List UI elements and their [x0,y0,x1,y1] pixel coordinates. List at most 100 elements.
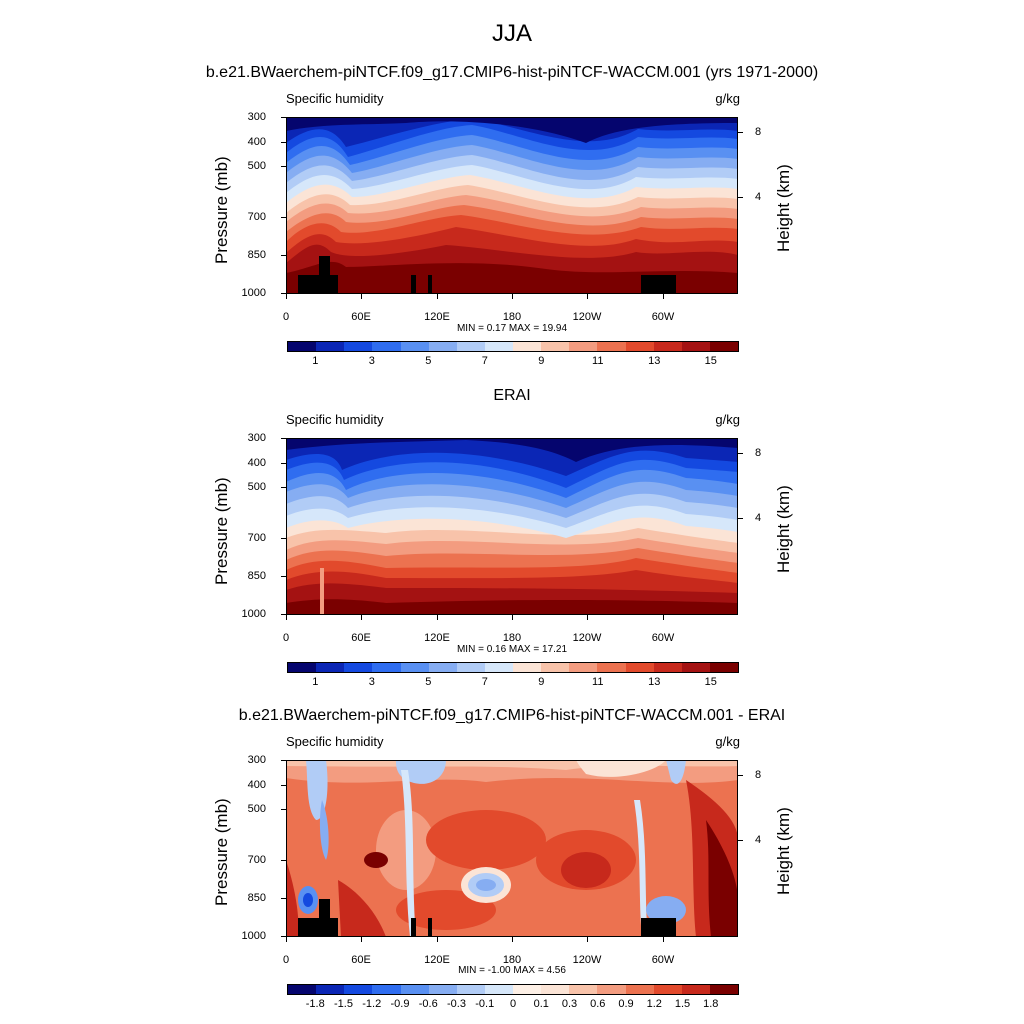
panel-3-region-r [634,800,648,937]
panel-2-y2tick-4: 4 [755,512,762,524]
panel-3-ytick-1000: 1000 [241,930,266,942]
panel-3-region-k [476,879,496,891]
panel-2-ytick-1000: 1000 [241,608,266,620]
colorbar-segment-15 [709,663,738,672]
colorbar-label-6: 13 [648,355,661,367]
panel-2-xtick-120e: 120E [424,632,450,644]
colorbar-segment-3 [372,342,401,351]
panel-3-region-h [396,890,496,930]
colorbar-segment-5 [428,663,457,672]
colorbar-segment-10 [569,342,598,351]
colorbar-segment-7 [484,663,513,672]
panel-1-xtick-60e: 60E [351,311,371,323]
panel-2-xtick-120w: 120W [572,632,602,644]
colorbar-label-14: 1.8 [703,998,719,1010]
colorbar-segment-11 [597,663,626,672]
colorbar-segment-2 [344,985,373,994]
colorbar-label-2: 5 [425,355,432,367]
panel-3-region-u [303,893,313,907]
panel-1-ytick-700: 700 [247,211,266,223]
panel-3-xtick-60e: 60E [351,954,371,966]
colorbar-segment-2 [344,342,373,351]
colorbar-label-1: 3 [368,676,375,688]
panel-2-xtick-60e: 60E [351,632,371,644]
colorbar-segment-13 [653,663,682,672]
panel-3-ytick-400: 400 [247,779,266,791]
colorbar-label-0: 1 [312,676,319,688]
panel-3-contour-plot [286,760,738,937]
panel-1-xtick-180: 180 [502,311,522,323]
colorbar-segment-0 [288,342,317,351]
panel-3-region-s [646,896,686,924]
panel-1-y2label: Height (km) [774,164,793,252]
panel-3-region-w [338,880,386,937]
colorbar-segment-5 [428,985,457,994]
panel-3-xtick-180: 180 [502,954,522,966]
colorbar-label-1: -1.5 [334,998,353,1010]
panel-3-region-o [576,760,666,777]
colorbar-segment-12 [625,985,654,994]
panel-2-y2tick-8: 8 [755,447,762,459]
colorbar-label-0: -1.8 [305,998,325,1010]
colorbar-segment-13 [653,342,682,351]
colorbar-segment-12 [625,342,654,351]
panel-3-ylabel: Pressure (mb) [212,798,231,906]
colorbar-segment-11 [597,985,626,994]
panel-3-colorbar [287,984,739,995]
colorbar-label-12: 1.2 [646,998,662,1010]
panel-1-ytick-850: 850 [247,249,266,261]
panel-3-xtick-60w: 60W [651,954,675,966]
panel-3-ytick-700: 700 [247,854,266,866]
colorbar-segment-7 [484,342,513,351]
panel-3-xtick-120w: 120W [572,954,602,966]
panel-3-region-b [426,810,546,870]
colorbar-label-8: 0.1 [533,998,549,1010]
colorbar-label-2: -1.2 [362,998,382,1010]
colorbar-label-6: -0.1 [475,998,495,1010]
colorbar-label-3: -0.9 [390,998,410,1010]
colorbar-segment-4 [400,985,429,994]
colorbar-segment-4 [400,342,429,351]
colorbar-label-0: 1 [312,355,319,367]
colorbar-segment-1 [316,663,345,672]
panel-3-title: b.e21.BWaerchem-piNTCF.f09_g17.CMIP6-his… [238,707,786,724]
panel-3-region-g [364,852,388,868]
colorbar-segment-5 [428,342,457,351]
panel-3-region-d [561,852,611,888]
colorbar-label-5: 11 [592,676,604,688]
panel-2-minmax: MIN = 0.16 MAX = 17.21 [456,644,568,655]
panel-1-ylabel: Pressure (mb) [212,156,231,264]
panel-3-xtick-0: 0 [282,954,290,966]
colorbar-label-4: 9 [538,676,545,688]
colorbar-label-7: 15 [704,676,717,688]
colorbar-label-11: 0.9 [618,998,634,1010]
panel-1-xtick-120w: 120W [572,311,602,323]
panel-3-topography-mask [298,899,676,937]
panel-1-xtick-0: 0 [282,311,290,323]
colorbar-segment-12 [625,663,654,672]
panel-2-xtick-60w: 60W [651,632,675,644]
colorbar-segment-1 [316,342,345,351]
panel-1-ytick-1000: 1000 [241,287,266,299]
panel-1-y2tick-8: 8 [755,126,762,138]
colorbar-segment-14 [681,342,710,351]
panel-2-ytick-700: 700 [247,532,266,544]
panel-1-title: b.e21.BWaerchem-piNTCF.f09_g17.CMIP6-his… [205,64,819,81]
panel-2-xtick-0: 0 [282,632,290,644]
panel-2-ytick-850: 850 [247,570,266,582]
colorbar-label-1: 3 [368,355,375,367]
panel-1-y2tick-4: 4 [755,191,762,203]
colorbar-segment-7 [484,985,513,994]
panel-2-colorbar [287,662,739,673]
colorbar-label-7: 0 [509,998,517,1010]
colorbar-segment-14 [681,985,710,994]
panel-2-units: g/kg [715,412,740,427]
colorbar-segment-13 [653,985,682,994]
colorbar-segment-10 [569,663,598,672]
panel-3-units: g/kg [715,734,740,749]
panel-1-ytick-300: 300 [247,111,266,123]
colorbar-segment-2 [344,663,373,672]
panel-2-band-0 [286,438,738,462]
panel-3-left-title: Specific humidity [286,734,384,749]
colorbar-segment-6 [456,663,485,672]
